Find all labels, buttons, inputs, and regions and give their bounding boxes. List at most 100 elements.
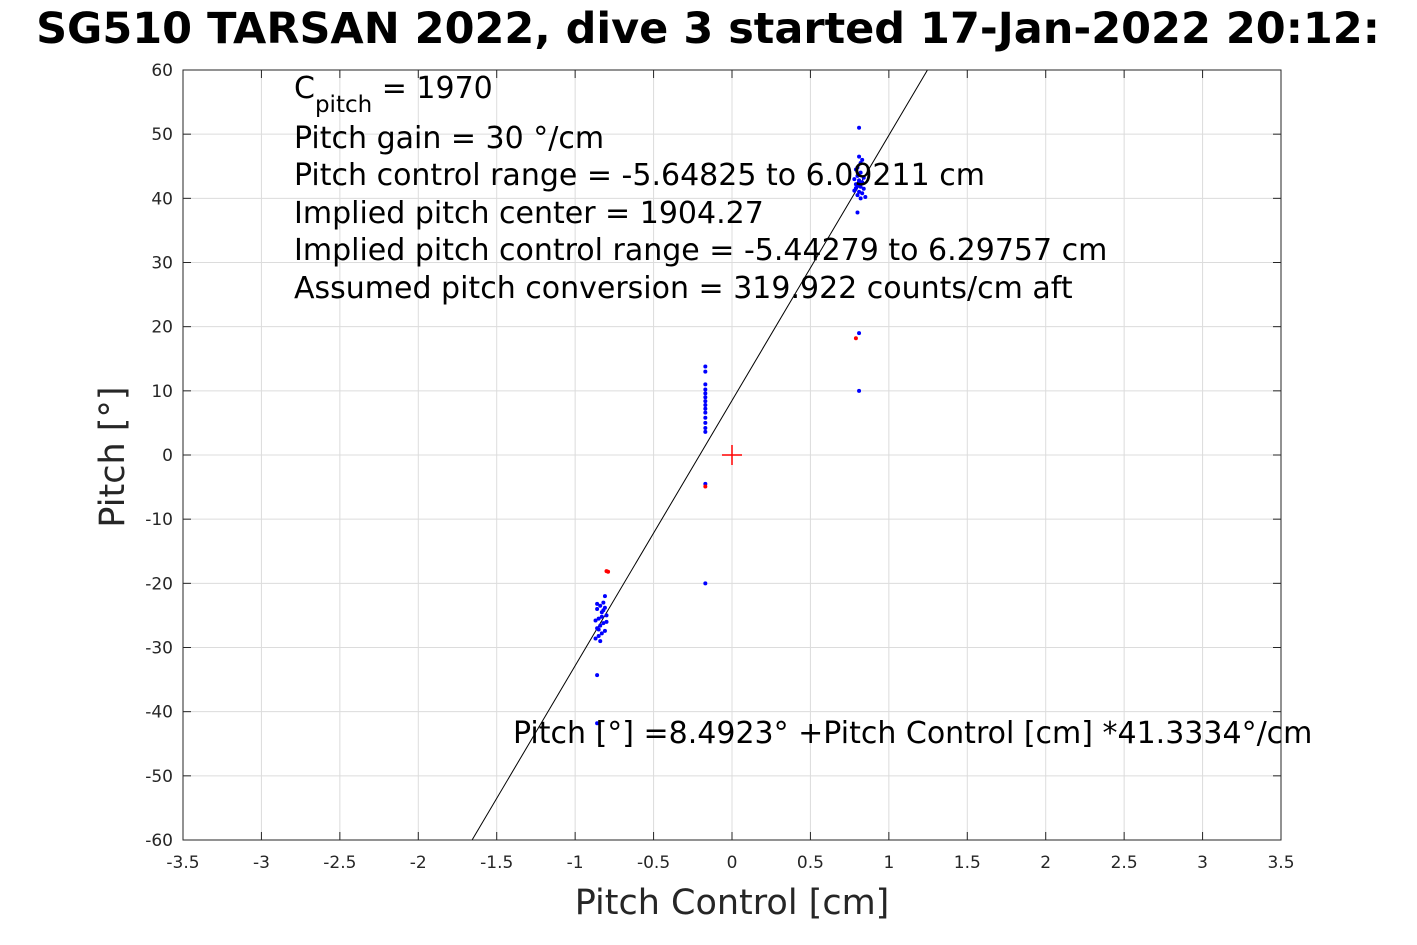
- data-point-blue: [599, 631, 604, 636]
- y-tick-label: -20: [145, 574, 173, 594]
- y-tick-label: 20: [151, 318, 173, 338]
- x-tick-label: 1: [883, 853, 894, 873]
- x-tick-label: -2.5: [323, 853, 356, 873]
- data-point-blue: [852, 177, 857, 182]
- y-tick-label: -60: [145, 831, 173, 851]
- x-tick-label: 0.5: [797, 853, 824, 873]
- data-point-blue: [595, 721, 600, 726]
- data-point-blue: [703, 382, 708, 387]
- data-point-blue: [857, 179, 862, 184]
- annotation-pitch-gain: Pitch gain = 30 °/cm: [294, 121, 604, 156]
- data-point-blue: [703, 426, 708, 431]
- data-point-blue: [598, 639, 603, 644]
- fit-line: [471, 70, 928, 840]
- x-tick-label: 0: [727, 853, 738, 873]
- x-tick-label: 2: [1040, 853, 1051, 873]
- y-tick-label: 50: [151, 125, 173, 145]
- data-point-blue: [602, 605, 607, 610]
- y-tick-label: 0: [162, 446, 173, 466]
- x-tick-label: -3: [253, 853, 270, 873]
- data-point-blue: [703, 364, 708, 369]
- data-point-blue: [858, 184, 863, 189]
- data-point-blue: [602, 594, 607, 599]
- data-point-blue: [860, 180, 865, 185]
- data-point-blue: [595, 601, 600, 606]
- data-point-blue: [855, 210, 860, 215]
- x-tick-label: -0.5: [637, 853, 670, 873]
- data-point-blue: [703, 429, 708, 434]
- data-point-blue: [703, 369, 708, 374]
- data-point-blue: [598, 603, 603, 608]
- x-tick-label: 3.5: [1267, 853, 1294, 873]
- data-point-red: [604, 569, 609, 574]
- x-tick-label: 3: [1197, 853, 1208, 873]
- c-pitch-subscript: pitch: [315, 92, 372, 118]
- y-axis-label: Pitch [°]: [93, 386, 133, 527]
- data-point-blue: [593, 618, 598, 623]
- data-point-blue: [861, 175, 866, 180]
- y-tick-label: 10: [151, 382, 173, 402]
- y-tick-label: -50: [145, 767, 173, 787]
- y-tick-label: 30: [151, 254, 173, 274]
- data-point-blue: [863, 195, 868, 200]
- x-axis-label: Pitch Control [cm]: [575, 883, 890, 923]
- data-point-blue: [860, 157, 865, 162]
- y-tick-label: 60: [151, 61, 173, 81]
- data-point-blue: [703, 410, 708, 415]
- data-point-red: [703, 484, 708, 489]
- data-layer: [471, 70, 928, 840]
- y-tick-label: -40: [145, 703, 173, 723]
- data-point-blue: [703, 415, 708, 420]
- data-point-blue: [853, 186, 858, 191]
- y-tick-label: -30: [145, 639, 173, 659]
- annotation-block: Cpitch = 1970 Pitch gain = 30 °/cm Pitch…: [294, 71, 1107, 306]
- data-point-blue: [596, 633, 601, 638]
- annotation-implied-range: Implied pitch control range = -5.44279 t…: [294, 233, 1107, 268]
- data-point-blue: [604, 613, 609, 618]
- data-point-blue: [855, 165, 860, 170]
- annotation-control-range: Pitch control range = -5.64825 to 6.0921…: [294, 158, 985, 193]
- data-point-blue: [858, 170, 863, 175]
- data-point-blue: [703, 420, 708, 425]
- y-tick-label: -10: [145, 510, 173, 530]
- data-point-blue: [595, 673, 600, 678]
- data-point-blue: [601, 600, 606, 605]
- x-tick-label: -1.5: [480, 853, 513, 873]
- x-tick-label: 2.5: [1111, 853, 1138, 873]
- data-point-blue: [602, 628, 607, 633]
- data-point-blue: [703, 399, 708, 404]
- data-point-blue: [595, 607, 600, 611]
- data-point-blue: [703, 395, 708, 400]
- data-point-blue: [857, 189, 862, 194]
- data-point-blue: [858, 196, 863, 201]
- data-point-blue: [598, 623, 603, 628]
- data-point-blue: [855, 193, 860, 198]
- data-point-blue: [601, 621, 606, 626]
- data-point-blue: [861, 186, 866, 191]
- annotation-conversion: Assumed pitch conversion = 319.922 count…: [294, 271, 1073, 306]
- data-point-blue: [703, 387, 708, 392]
- data-point-blue: [703, 391, 708, 396]
- y-tick-label: 40: [151, 189, 173, 209]
- fit-equation: Pitch [°] =8.4923° +Pitch Control [cm] *…: [513, 716, 1312, 751]
- data-point-blue: [596, 627, 601, 632]
- data-point-blue: [596, 616, 601, 621]
- data-point-blue: [604, 619, 609, 624]
- annotation-pitch-center: Implied pitch center = 1904.27: [294, 196, 764, 231]
- x-tick-label: -1: [567, 853, 584, 873]
- data-point-blue: [593, 636, 598, 641]
- tick-marks: [182, 69, 1282, 841]
- data-point-blue: [855, 173, 860, 178]
- data-point-blue: [703, 406, 708, 411]
- data-point-blue: [703, 581, 708, 586]
- x-tick-label: 1.5: [954, 853, 981, 873]
- c-pitch-main: C: [294, 71, 315, 106]
- data-point-blue: [857, 125, 862, 130]
- data-point-blue: [857, 331, 862, 336]
- data-point-blue: [857, 388, 862, 393]
- data-point-blue: [860, 191, 865, 196]
- c-pitch-value: = 1970: [372, 71, 493, 106]
- data-point-blue: [703, 402, 708, 407]
- x-tick-label: -2: [410, 853, 427, 873]
- annotation-c-pitch: Cpitch = 1970: [294, 71, 493, 118]
